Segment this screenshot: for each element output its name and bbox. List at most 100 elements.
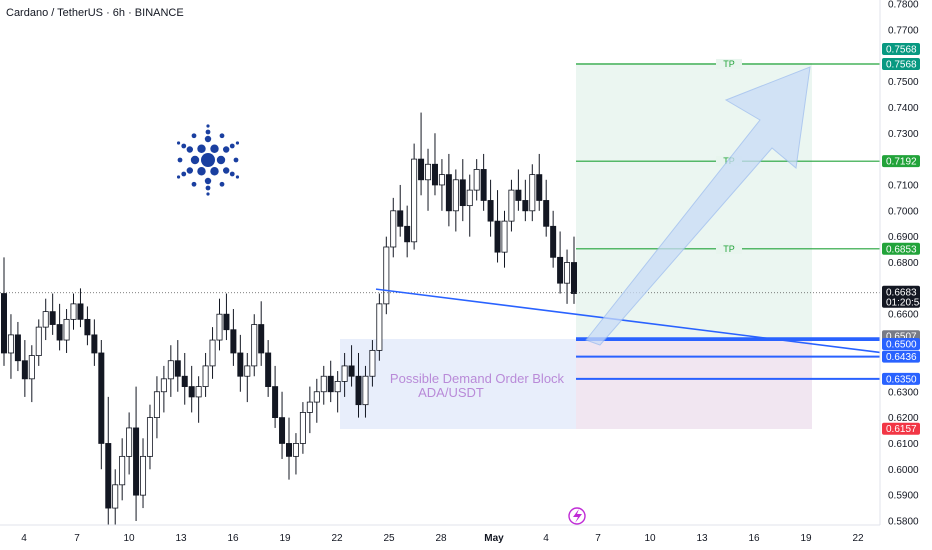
price-tag: 0.6157 xyxy=(882,422,920,435)
candle xyxy=(202,352,209,397)
time-tick-label: 7 xyxy=(595,533,601,544)
candle xyxy=(543,179,550,237)
svg-text:0.6157: 0.6157 xyxy=(886,424,917,435)
price-tick-label: 0.6200 xyxy=(888,413,919,424)
candle xyxy=(550,210,557,268)
price-tag: 0.6436 xyxy=(882,350,920,363)
time-tick-label: 10 xyxy=(123,533,135,544)
time-tick-label: 19 xyxy=(279,533,291,544)
candle xyxy=(515,169,522,211)
candle xyxy=(508,179,515,232)
price-tag: 0.7568 xyxy=(882,57,920,70)
candle xyxy=(320,365,327,405)
candle xyxy=(167,345,174,397)
time-tick-label: 16 xyxy=(227,533,239,544)
cardano-logo-icon xyxy=(176,124,240,196)
price-tick-label: 0.6000 xyxy=(888,465,919,476)
candle xyxy=(216,298,223,351)
candle xyxy=(397,184,404,237)
candle xyxy=(119,438,126,501)
overlays: TPTPTPPossible Demand Order BlockADA/USD… xyxy=(0,58,881,400)
chart-title: Cardano / TetherUS · 6h · BINANCE xyxy=(6,7,184,19)
candle xyxy=(140,438,147,509)
time-tick-label: 13 xyxy=(175,533,187,544)
candle xyxy=(70,293,77,330)
svg-text:0.6853: 0.6853 xyxy=(886,244,917,255)
candle xyxy=(251,314,258,377)
candle xyxy=(98,340,105,470)
candle xyxy=(529,164,536,222)
candle xyxy=(390,197,397,258)
candle xyxy=(299,402,306,454)
price-tag: 0.6350 xyxy=(882,372,920,385)
time-axis[interactable]: 4 7 10 13 16 19 22 25 28 May 4 7 10 13 16 19 22 xyxy=(0,507,880,550)
candle xyxy=(77,288,84,328)
candle xyxy=(35,319,42,366)
candle xyxy=(466,174,473,237)
time-tick-label: 7 xyxy=(74,533,80,544)
candle xyxy=(418,112,425,196)
candle xyxy=(28,345,35,403)
candle xyxy=(411,143,418,250)
price-tick-label: 0.6100 xyxy=(888,439,919,450)
candle xyxy=(425,148,432,211)
svg-text:0.7568: 0.7568 xyxy=(886,44,917,55)
price-tick-label: 0.6800 xyxy=(888,258,919,269)
time-tick-label: 22 xyxy=(331,533,343,544)
candle xyxy=(188,365,195,413)
candle xyxy=(557,231,564,294)
candle xyxy=(133,386,140,521)
candle xyxy=(14,321,21,372)
candle xyxy=(327,360,334,403)
projection-arrow[interactable] xyxy=(585,66,811,346)
candle xyxy=(571,236,578,304)
candle xyxy=(209,327,216,379)
time-tick-label: 13 xyxy=(696,533,708,544)
candle xyxy=(369,340,376,387)
candle xyxy=(0,257,7,366)
candle xyxy=(480,153,487,211)
time-tick-label: 4 xyxy=(543,533,549,544)
time-tick-label: 19 xyxy=(800,533,812,544)
candle-series xyxy=(0,112,578,532)
candle xyxy=(306,386,313,434)
price-tick-label: 0.7800 xyxy=(888,0,919,11)
price-axis[interactable]: 0.7800 0.7700 0.7500 0.7400 0.7300 0.7100 0.70… xyxy=(879,0,932,550)
svg-text:0.7568: 0.7568 xyxy=(886,59,917,70)
candle xyxy=(244,352,251,403)
price-tick-label: 0.5900 xyxy=(888,491,919,502)
candle xyxy=(272,365,279,428)
candle xyxy=(494,190,501,263)
candle xyxy=(564,249,571,304)
tp-label: TP xyxy=(723,244,735,254)
svg-text:0.6500: 0.6500 xyxy=(886,340,917,351)
candle xyxy=(292,433,299,475)
candle xyxy=(84,306,91,346)
time-tick-label: 22 xyxy=(852,533,864,544)
candle xyxy=(334,371,341,413)
price-tick-label: 0.7000 xyxy=(888,206,919,217)
stop-zone xyxy=(576,340,812,429)
candle xyxy=(105,396,112,532)
price-tick-label: 0.6300 xyxy=(888,387,919,398)
candle xyxy=(459,159,466,222)
candle xyxy=(452,169,459,232)
time-tick-label: 10 xyxy=(644,533,656,544)
candle xyxy=(313,378,320,423)
trend-line[interactable] xyxy=(375,288,881,354)
candle xyxy=(160,365,167,413)
price-tag: 0.7192 xyxy=(882,155,920,168)
candle xyxy=(445,153,452,227)
candle xyxy=(21,340,28,397)
candle xyxy=(362,365,369,418)
event-icon[interactable] xyxy=(568,507,586,525)
candle xyxy=(522,179,529,222)
price-tag: 0.7568 xyxy=(882,42,920,55)
candle xyxy=(383,236,390,315)
candle xyxy=(174,340,181,392)
candle xyxy=(146,404,153,470)
svg-text:0.6350: 0.6350 xyxy=(886,374,917,385)
candle xyxy=(223,293,230,341)
